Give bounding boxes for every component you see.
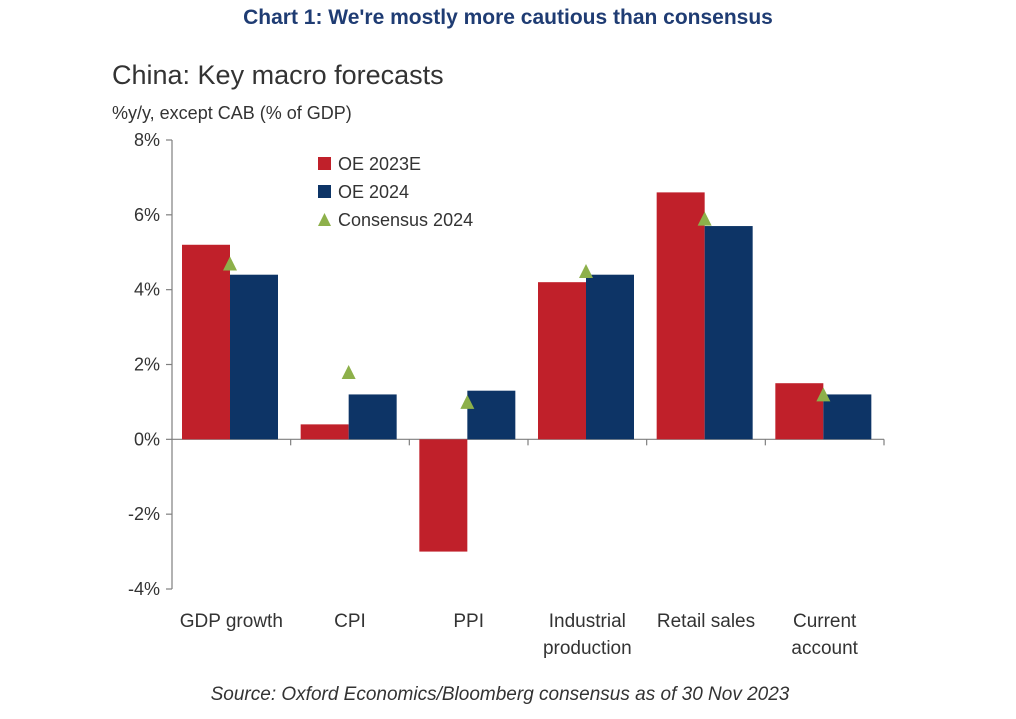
x-tick-label: Industrial <box>549 611 626 632</box>
bar-oe-2024 <box>348 394 397 440</box>
y-tick-label: 2% <box>134 355 160 375</box>
consensus-marker <box>341 364 356 379</box>
chart-header: Chart 1: We're mostly more cautious than… <box>243 6 773 29</box>
x-tick-label: production <box>543 638 632 659</box>
bar-oe-2023e <box>300 424 349 440</box>
x-tick-label: Current <box>793 611 857 632</box>
y-axis-label: %y/y, except CAB (% of GDP) <box>112 103 352 123</box>
bar-oe-2024 <box>230 274 278 440</box>
legend-swatch <box>318 185 331 198</box>
bar-oe-2024 <box>586 274 634 440</box>
legend-swatch <box>318 157 331 170</box>
y-tick-label: 4% <box>134 280 160 300</box>
x-tick-label: CPI <box>334 611 366 632</box>
legend-label: Consensus 2024 <box>338 210 473 230</box>
legend-label: OE 2023E <box>338 154 421 174</box>
consensus-marker <box>460 394 475 409</box>
bar-oe-2024 <box>823 394 872 440</box>
consensus-marker <box>579 263 593 278</box>
y-tick-label: -2% <box>128 504 160 524</box>
legend-label: OE 2024 <box>338 182 409 202</box>
chart-title: China: Key macro forecasts <box>112 60 444 90</box>
consensus-marker <box>223 256 237 271</box>
y-tick-label: 0% <box>134 429 160 449</box>
x-tick-label: PPI <box>453 611 484 632</box>
x-tick-label: Retail sales <box>657 611 755 632</box>
bar-oe-2023e <box>656 192 705 440</box>
consensus-marker <box>697 211 712 226</box>
source-note: Source: Oxford Economics/Bloomberg conse… <box>210 684 790 705</box>
legend-swatch <box>318 213 331 226</box>
y-tick-label: 6% <box>134 205 160 225</box>
bar-oe-2023e <box>182 244 230 440</box>
bar-chart: 8% 6% 4% 2% 0% -2% -4% GDP growth CPI PPI Industri… <box>128 130 885 659</box>
consensus-marker <box>816 387 831 402</box>
bar-oe-2023e <box>538 282 586 440</box>
y-tick-label: 8% <box>134 130 160 150</box>
bar-oe-2024 <box>467 390 516 440</box>
y-tick-label: -4% <box>128 579 160 599</box>
x-tick-label: GDP growth <box>180 611 283 632</box>
x-tick-label: account <box>791 638 858 659</box>
bar-oe-2023e <box>775 383 824 440</box>
bar-oe-2023e <box>419 439 468 552</box>
bar-oe-2024 <box>704 226 753 440</box>
